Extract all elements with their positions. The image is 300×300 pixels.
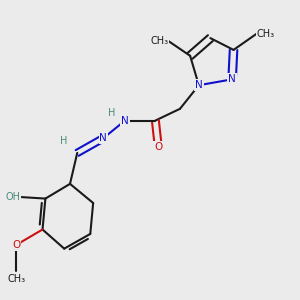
Text: OH: OH — [5, 192, 20, 202]
Text: N: N — [99, 133, 107, 143]
Text: H: H — [60, 136, 67, 146]
Text: N: N — [121, 116, 129, 126]
Text: N: N — [228, 74, 236, 84]
Text: H: H — [108, 108, 116, 118]
Text: CH₃: CH₃ — [257, 29, 275, 39]
Text: O: O — [12, 240, 21, 250]
Text: CH₃: CH₃ — [8, 274, 26, 284]
Text: O: O — [154, 142, 162, 152]
Text: CH₃: CH₃ — [150, 36, 168, 46]
Text: N: N — [195, 80, 203, 90]
